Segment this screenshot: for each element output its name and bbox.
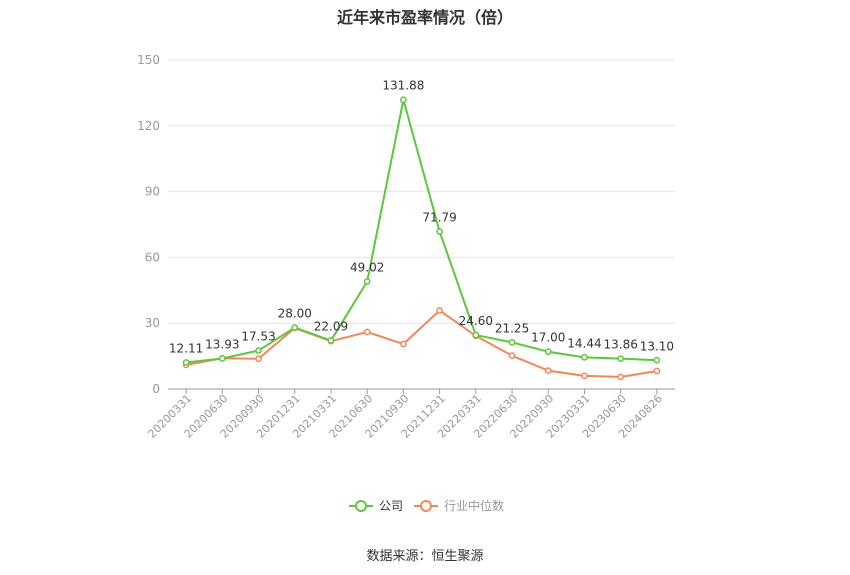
y-tick-label: 30 xyxy=(145,316,160,330)
data-label: 21.25 xyxy=(495,321,529,335)
series-line-industry-median xyxy=(185,309,658,378)
data-label: 12.11 xyxy=(169,341,203,355)
y-tick-label: 150 xyxy=(137,53,160,67)
data-label: 131.88 xyxy=(382,79,424,93)
data-label: 17.53 xyxy=(241,330,275,344)
data-point-company xyxy=(653,356,661,364)
data-label: 13.10 xyxy=(640,339,674,353)
data-point-industry-median xyxy=(581,372,588,380)
data-point-industry-median xyxy=(363,328,371,336)
data-label: 22.09 xyxy=(314,320,348,334)
data-label: 13.86 xyxy=(603,338,637,352)
data-label: 49.02 xyxy=(350,260,384,274)
data-point-industry-median xyxy=(544,367,552,374)
legend-industry-median-marker xyxy=(420,500,432,512)
y-tick-label: 90 xyxy=(145,185,160,199)
data-point-company xyxy=(544,348,552,356)
data-label: 71.79 xyxy=(422,211,456,225)
legend-company-label: 公司 xyxy=(379,499,403,513)
y-tick-label: 120 xyxy=(137,119,160,133)
data-point-company xyxy=(327,337,335,344)
data-point-industry-median xyxy=(436,307,443,314)
data-point-company xyxy=(508,339,516,346)
data-point-company xyxy=(255,347,262,354)
legend-company-marker xyxy=(355,500,367,512)
data-point-company xyxy=(617,355,625,362)
data-point-company xyxy=(291,324,299,331)
y-tick-label: 60 xyxy=(145,250,160,264)
data-point-company xyxy=(218,355,226,362)
legend-industry-median-label: 行业中位数 xyxy=(444,498,504,513)
data-point-company xyxy=(182,359,190,366)
data-point-company xyxy=(581,353,588,361)
data-label: 13.93 xyxy=(205,337,239,351)
data-label: 17.00 xyxy=(531,331,565,345)
data-source: 数据来源：恒生聚源 xyxy=(366,549,484,564)
data-label: 28.00 xyxy=(278,307,312,321)
data-point-company xyxy=(472,331,480,339)
data-point-industry-median xyxy=(617,373,625,381)
data-point-industry-median xyxy=(653,367,661,375)
data-label: 24.60 xyxy=(459,314,493,328)
data-point-industry-median xyxy=(255,355,262,363)
data-label: 14.44 xyxy=(567,336,601,350)
data-point-industry-median xyxy=(400,340,407,348)
y-tick-label: 0 xyxy=(152,382,160,396)
series-line-company xyxy=(185,98,657,364)
data-point-company xyxy=(400,96,407,104)
data-point-company xyxy=(363,278,371,285)
chart-title: 近年来市盈率情况（倍） xyxy=(336,8,513,27)
data-point-company xyxy=(436,228,443,235)
data-point-industry-median xyxy=(508,352,516,360)
